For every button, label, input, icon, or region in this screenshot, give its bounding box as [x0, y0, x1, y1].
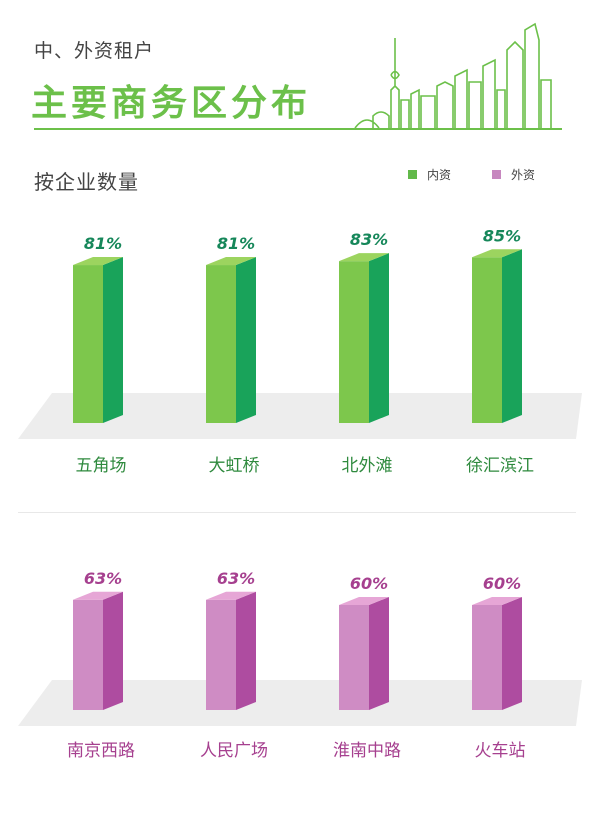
- category-label-1-0: 南京西路: [67, 741, 135, 761]
- bar-0-0: [73, 257, 123, 423]
- bar-0-2: [339, 253, 389, 423]
- bar-front-0-3: [472, 257, 502, 423]
- bar-top-0-3: [472, 249, 522, 258]
- category-label-0-2: 北外滩: [342, 456, 393, 476]
- section-title: 按企业数量: [34, 170, 139, 194]
- bar-1-1: [206, 591, 256, 710]
- chart-divider: [18, 512, 576, 513]
- chart-foreign-bars: 63% 南京西路 63% 人民广场 60% 淮南中路 60% 火车站: [18, 569, 582, 761]
- bar-side-0-2: [369, 253, 389, 423]
- bar-value-label-1-1: 63%: [217, 569, 255, 588]
- chart-domestic-bars: 81% 五角场 81% 大虹桥 83% 北外滩 85% 徐汇滨江: [18, 226, 582, 476]
- category-label-0-0: 五角场: [76, 456, 127, 476]
- header-divider: [34, 128, 562, 130]
- bar-value-label-0-1: 81%: [217, 234, 255, 253]
- legend-label-domestic: 内资: [427, 168, 452, 182]
- bar-value-label-0-2: 83%: [350, 230, 388, 249]
- bar-side-1-3: [502, 597, 522, 710]
- bar-front-0-2: [339, 261, 369, 423]
- bar-value-label-0-3: 85%: [483, 226, 521, 245]
- bar-side-1-1: [236, 591, 256, 710]
- bar-top-1-3: [472, 597, 522, 605]
- page-subtitle: 中、外资租户: [34, 40, 155, 62]
- bar-value-label-1-0: 63%: [84, 569, 122, 588]
- bar-front-0-1: [206, 265, 236, 423]
- bar-side-0-3: [502, 249, 522, 423]
- bar-1-2: [339, 597, 389, 710]
- legend-item-domestic: 内资: [408, 166, 451, 183]
- bar-side-1-2: [369, 597, 389, 710]
- bar-top-0-1: [206, 257, 256, 266]
- bar-front-0-0: [73, 265, 103, 423]
- legend-item-foreign: 外资: [492, 166, 535, 183]
- category-label-1-2: 淮南中路: [333, 741, 401, 761]
- bar-0-1: [206, 257, 256, 423]
- skyline-illustration: [354, 22, 552, 129]
- bar-top-1-2: [339, 597, 389, 605]
- page-title: 主要商务区分布: [31, 83, 312, 124]
- bar-side-0-0: [103, 257, 123, 423]
- bar-value-label-1-3: 60%: [483, 574, 521, 593]
- bar-value-label-1-2: 60%: [350, 574, 388, 593]
- bar-side-0-1: [236, 257, 256, 423]
- category-label-1-1: 人民广场: [200, 741, 268, 761]
- bar-top-0-0: [73, 257, 123, 266]
- bar-front-1-1: [206, 599, 236, 710]
- category-label-0-1: 大虹桥: [209, 456, 260, 476]
- category-label-0-3: 徐汇滨江: [466, 456, 534, 476]
- bar-top-1-0: [73, 591, 123, 600]
- bar-side-1-0: [103, 591, 123, 710]
- bar-value-label-0-0: 81%: [84, 234, 122, 253]
- bar-front-1-3: [472, 605, 502, 710]
- legend-label-foreign: 外资: [511, 168, 536, 182]
- floor-shadow-1: [18, 680, 582, 726]
- category-label-1-3: 火车站: [475, 741, 526, 761]
- bar-top-1-1: [206, 591, 256, 600]
- bar-front-1-2: [339, 605, 369, 710]
- floor-shadow-0: [18, 393, 582, 439]
- bar-top-0-2: [339, 253, 389, 262]
- bar-1-3: [472, 597, 522, 710]
- bar-1-0: [73, 591, 123, 710]
- legend-swatch-domestic: [408, 170, 417, 179]
- header: 中、外资租户 主要商务区分布: [0, 0, 595, 140]
- bar-0-3: [472, 249, 522, 423]
- legend-swatch-foreign: [492, 170, 501, 179]
- bar-front-1-0: [73, 599, 103, 710]
